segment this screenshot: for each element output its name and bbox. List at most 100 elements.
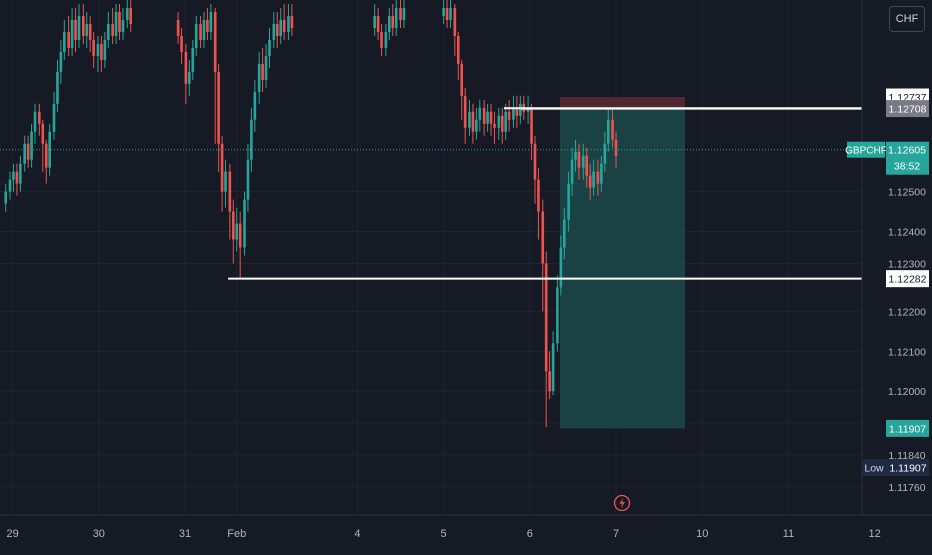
low-label-value: 1.11907 <box>889 463 926 475</box>
time-axis-label: 4 <box>354 528 360 540</box>
position-tool[interactable] <box>559 97 685 429</box>
candle <box>489 103 493 136</box>
candle-body <box>556 287 559 344</box>
candle <box>129 0 133 32</box>
candle <box>475 107 478 140</box>
candle <box>384 23 388 56</box>
candle <box>512 95 515 128</box>
price-label-bg <box>886 100 929 118</box>
candle-body <box>380 31 383 48</box>
price-label-bg <box>886 419 929 437</box>
candle <box>250 107 253 172</box>
candle <box>478 99 482 132</box>
candle <box>4 183 8 212</box>
candle-body <box>611 119 614 140</box>
time-axis-label: 5 <box>441 528 447 540</box>
candle-body <box>74 19 77 40</box>
time-axis[interactable] <box>0 514 932 550</box>
candle-body <box>515 107 519 116</box>
candle <box>67 15 70 56</box>
candle <box>220 135 224 212</box>
candle <box>493 111 496 144</box>
candle-body <box>275 23 279 36</box>
candle <box>52 91 56 140</box>
horizontal-lines[interactable] <box>228 107 862 280</box>
candle <box>614 131 618 168</box>
candle <box>209 3 213 40</box>
candle-body <box>243 199 246 248</box>
candle-body <box>63 31 66 52</box>
candle <box>482 99 486 136</box>
candle <box>243 191 246 256</box>
candle-body <box>445 7 449 20</box>
candle-body <box>606 119 610 144</box>
currency-button[interactable]: CHF <box>889 6 925 32</box>
candle-body <box>217 71 220 144</box>
candle-body <box>26 143 30 160</box>
candle-body <box>38 111 41 124</box>
candle-body <box>250 119 253 160</box>
last-price-value: 1.12605 <box>888 145 926 157</box>
candle <box>228 163 232 240</box>
candle <box>471 103 475 144</box>
candle <box>468 99 471 136</box>
price-label: 1.12708 <box>886 100 929 118</box>
candle <box>453 3 457 56</box>
candle-body <box>92 39 95 56</box>
grid <box>0 0 876 515</box>
price-tick-label: 1.11760 <box>888 482 925 494</box>
candle <box>442 0 445 24</box>
candle-body <box>497 115 501 128</box>
candle-body <box>489 111 493 124</box>
price-label-text: 1.12282 <box>889 274 927 286</box>
candle-body <box>12 171 15 180</box>
candle <box>188 59 191 96</box>
candle <box>103 31 107 68</box>
candle <box>556 275 559 352</box>
candle <box>376 7 380 40</box>
candle-body <box>44 143 48 168</box>
candle <box>388 7 391 40</box>
candle-body <box>220 143 224 192</box>
price-label-bg <box>886 270 929 288</box>
candle <box>44 139 48 184</box>
lightning-icon[interactable] <box>613 494 631 512</box>
price-tick-label: 1.12000 <box>888 386 926 398</box>
candle-body <box>96 43 100 56</box>
candle-body <box>493 123 496 128</box>
candle <box>92 31 95 68</box>
candle-body <box>512 107 515 120</box>
candle <box>402 0 406 28</box>
candle-body <box>129 7 133 24</box>
time-axis-labels: 29 30 31 Feb 4 5 6 7 10 11 12 <box>6 528 880 540</box>
candle-body <box>551 343 555 392</box>
candle-body <box>603 143 607 164</box>
candle-body <box>567 183 570 220</box>
candle <box>279 7 283 44</box>
candle <box>111 7 114 44</box>
candle-body <box>77 15 81 40</box>
candle <box>118 3 121 40</box>
candle-body <box>33 111 37 132</box>
candle <box>282 3 286 40</box>
candle-body <box>537 179 540 212</box>
candle-body <box>570 159 574 184</box>
candle-body <box>67 31 70 48</box>
candle <box>199 15 202 48</box>
candle <box>38 103 41 136</box>
candle <box>449 0 452 28</box>
bar-countdown: 38:52 <box>894 161 920 173</box>
candle-body <box>449 7 452 20</box>
low-label: Low 1.11907 <box>862 459 929 476</box>
candle-body <box>88 23 92 40</box>
candle <box>606 107 610 152</box>
candle-body <box>282 19 286 32</box>
candle-body <box>486 111 489 124</box>
candle <box>537 167 540 240</box>
candle <box>526 95 530 124</box>
candle-body <box>592 171 595 188</box>
candle <box>563 207 566 260</box>
candle-body <box>199 23 202 40</box>
